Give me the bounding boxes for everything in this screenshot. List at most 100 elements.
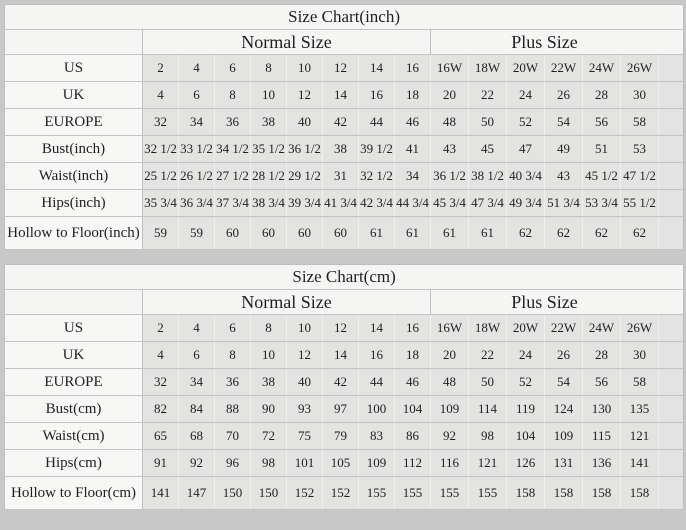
size-value-cell: 32 1/2 (142, 135, 179, 163)
size-value-cell: 26W (620, 54, 659, 82)
size-value-cell: 32 (142, 368, 179, 396)
size-value-cell: 16 (394, 54, 431, 82)
row-filler-cell (657, 476, 684, 510)
size-value-cell: 8 (214, 81, 251, 109)
size-value-cell: 47 1/2 (620, 162, 659, 190)
size-value-cell: 38 1/2 (468, 162, 507, 190)
row-label: US (4, 314, 143, 342)
table-row: UK 4 6 8 10 12 14 16 18 20 22 24 26 28 30 (4, 81, 684, 109)
size-value-cell: 16 (394, 314, 431, 342)
size-value-cell: 62 (544, 216, 583, 250)
size-value-cell: 46 (394, 368, 431, 396)
row-filler-cell (657, 54, 684, 82)
size-value-cell: 52 (506, 368, 545, 396)
table-title: Size Chart(inch) (4, 4, 684, 30)
size-value-cell: 48 (430, 108, 469, 136)
table-row: Waist(cm) 65 68 70 72 75 79 83 86 92 98 104 109 115 12… (4, 422, 684, 450)
size-value-cell: 8 (250, 54, 287, 82)
size-value-cell: 43 (430, 135, 469, 163)
size-value-cell: 34 (394, 162, 431, 190)
size-value-cell: 98 (468, 422, 507, 450)
column-group-header-row: Normal Size Plus Size (4, 29, 684, 55)
size-value-cell: 61 (358, 216, 395, 250)
size-value-cell: 8 (250, 314, 287, 342)
size-value-cell: 136 (582, 449, 621, 477)
row-label: Hollow to Floor(inch) (4, 216, 143, 250)
table-row: UK 4 6 8 10 12 14 16 18 20 22 24 26 28 30 (4, 341, 684, 369)
size-value-cell: 82 (142, 395, 179, 423)
size-value-cell: 32 (142, 108, 179, 136)
size-value-cell: 130 (582, 395, 621, 423)
size-value-cell: 36 1/2 (430, 162, 469, 190)
size-value-cell: 34 1/2 (214, 135, 251, 163)
size-value-cell: 58 (620, 108, 659, 136)
size-value-cell: 16W (430, 54, 469, 82)
row-label: EUROPE (4, 368, 143, 396)
row-filler-cell (657, 422, 684, 450)
size-value-cell: 20W (506, 314, 545, 342)
size-value-cell: 92 (178, 449, 215, 477)
size-value-cell: 28 1/2 (250, 162, 287, 190)
size-value-cell: 75 (286, 422, 323, 450)
size-value-cell: 44 3/4 (394, 189, 431, 217)
size-chart-table-cm: Size Chart(cm) Normal Size Plus Size US 2 4 6 8… (4, 264, 685, 510)
size-value-cell: 20 (430, 341, 469, 369)
table-row: EUROPE 32 34 36 38 40 42 44 46 48 50 52 54 56 58 (4, 108, 684, 136)
size-value-cell: 34 (178, 108, 215, 136)
size-value-cell: 97 (322, 395, 359, 423)
size-value-cell: 14 (358, 54, 395, 82)
size-value-cell: 20 (430, 81, 469, 109)
size-value-cell: 126 (506, 449, 545, 477)
size-value-cell: 28 (582, 81, 621, 109)
size-charts-container: Size Chart(inch) Normal Size Plus Size US 2 4… (4, 4, 685, 510)
size-value-cell: 62 (620, 216, 659, 250)
size-value-cell: 158 (506, 476, 545, 510)
size-value-cell: 84 (178, 395, 215, 423)
size-value-cell: 40 (286, 108, 323, 136)
table-row: Bust(cm) 82 84 88 90 93 97 100 104 109 114 119 124 13… (4, 395, 684, 423)
size-value-cell: 38 3/4 (250, 189, 287, 217)
size-value-cell: 42 (322, 368, 359, 396)
row-label: Hollow to Floor(cm) (4, 476, 143, 510)
size-value-cell: 36 (214, 368, 251, 396)
size-value-cell: 4 (142, 341, 179, 369)
size-value-cell: 68 (178, 422, 215, 450)
size-value-cell: 4 (178, 54, 215, 82)
size-value-cell: 18W (468, 314, 507, 342)
size-value-cell: 46 (394, 108, 431, 136)
size-value-cell: 155 (430, 476, 469, 510)
size-value-cell: 50 (468, 368, 507, 396)
row-filler-cell (657, 81, 684, 109)
size-value-cell: 51 (582, 135, 621, 163)
size-value-cell: 16W (430, 314, 469, 342)
size-value-cell: 49 (544, 135, 583, 163)
size-value-cell: 45 3/4 (430, 189, 469, 217)
size-value-cell: 50 (468, 108, 507, 136)
column-group-label: Normal Size (142, 289, 431, 315)
size-value-cell: 47 3/4 (468, 189, 507, 217)
size-value-cell: 121 (468, 449, 507, 477)
size-value-cell: 39 3/4 (286, 189, 323, 217)
size-value-cell: 14 (322, 81, 359, 109)
size-value-cell: 10 (286, 54, 323, 82)
size-value-cell: 93 (286, 395, 323, 423)
size-value-cell: 47 (506, 135, 545, 163)
row-label: Bust(cm) (4, 395, 143, 423)
size-value-cell: 147 (178, 476, 215, 510)
row-filler-cell (657, 368, 684, 396)
size-value-cell: 90 (250, 395, 287, 423)
table-title-row: Size Chart(cm) (4, 264, 684, 290)
size-value-cell: 72 (250, 422, 287, 450)
size-value-cell: 158 (582, 476, 621, 510)
size-value-cell: 158 (620, 476, 659, 510)
size-value-cell: 96 (214, 449, 251, 477)
size-value-cell: 70 (214, 422, 251, 450)
size-value-cell: 121 (620, 422, 659, 450)
size-value-cell: 141 (620, 449, 659, 477)
size-value-cell: 38 (322, 135, 359, 163)
size-value-cell: 61 (394, 216, 431, 250)
size-value-cell: 12 (286, 341, 323, 369)
table-title-row: Size Chart(inch) (4, 4, 684, 30)
size-value-cell: 18W (468, 54, 507, 82)
size-chart-table-inch: Size Chart(inch) Normal Size Plus Size US 2 4… (4, 4, 685, 250)
